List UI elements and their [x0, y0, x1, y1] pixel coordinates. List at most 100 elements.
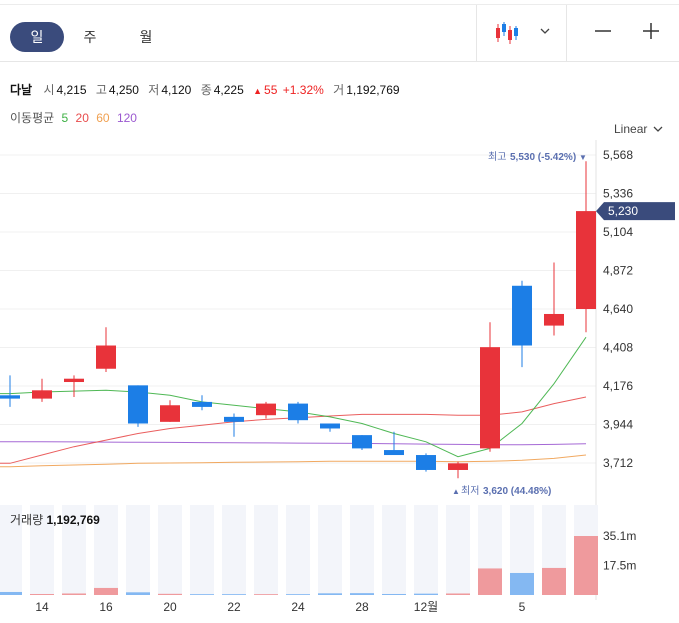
x-tick-label: 22: [227, 600, 241, 614]
volume-bar: [0, 591, 22, 595]
volume-bar-bg: [190, 505, 214, 595]
candle-body: [416, 455, 436, 470]
volume-bar: [446, 593, 470, 595]
current-price-tag: [596, 202, 675, 221]
ma5-line: [0, 336, 587, 458]
ma60-line: [0, 454, 587, 468]
price-tick-label: 5,336: [603, 187, 633, 201]
candle-body: [480, 347, 500, 449]
ma-label: 이동평균: [10, 111, 55, 125]
ma-20[interactable]: 20: [75, 111, 89, 125]
price-tick-label: 5,568: [603, 148, 633, 162]
volume-bar-bg: [414, 505, 438, 595]
price-tick-label: 3,944: [603, 418, 633, 432]
price-tick-label: 4,408: [603, 341, 633, 355]
volume-bar: [62, 593, 86, 595]
volume-bar-bg: [158, 505, 182, 595]
volume-bar-bg: [446, 505, 470, 595]
volume-panel-value: 1,192,769: [46, 513, 100, 527]
volume-bar-bg: [286, 505, 310, 595]
volume-tick-label: 17.5m: [603, 559, 636, 573]
max-price-value: 5,530 (-5.42%): [510, 152, 576, 163]
volume-bar: [126, 592, 150, 595]
price-tick-label: 4,640: [603, 302, 633, 316]
volume-bar-bg: [222, 505, 246, 595]
change-percent: +1.32%: [282, 83, 324, 97]
zoom-out-button[interactable]: [588, 16, 618, 46]
candle-body: [352, 435, 372, 449]
toolbar-divider: [476, 5, 477, 62]
tab-daily[interactable]: 일: [10, 22, 64, 52]
quote-summary: 다날 시 4,215 고 4,250 저 4,120 종 4,225 ▲ 55 +1.32…: [10, 81, 406, 98]
ma-60[interactable]: 60: [96, 111, 110, 125]
x-tick-label: 14: [35, 600, 49, 614]
volume-bar-bg: [318, 505, 342, 595]
x-tick-label: 20: [163, 600, 177, 614]
x-tick-label: 16: [99, 600, 113, 614]
volume-bar-bg: [0, 505, 22, 595]
min-price-label: 최저: [461, 485, 479, 497]
volume-bar: [254, 594, 278, 595]
volume-bar: [94, 587, 118, 595]
volume-panel-title: 거래량: [10, 513, 44, 527]
zoom-in-button[interactable]: [636, 16, 666, 46]
volume-bar: [190, 594, 214, 595]
candle-body: [128, 385, 148, 424]
tab-weekly[interactable]: 주: [83, 29, 97, 45]
volume-bar: [318, 593, 342, 595]
candle-body: [512, 285, 532, 346]
change-value: 55: [264, 83, 278, 97]
candle-body: [576, 211, 596, 309]
volume-bar: [478, 568, 502, 595]
current-price-label: 5,230: [608, 204, 638, 218]
candle-body: [224, 416, 244, 422]
chevron-down-icon[interactable]: [540, 24, 550, 38]
scale-select[interactable]: Linear: [614, 122, 663, 136]
x-tick-label: 12월: [414, 600, 438, 614]
volume-panel-label: 거래량 1,192,769: [10, 511, 100, 528]
ma-5[interactable]: 5: [61, 111, 69, 125]
top-divider: [0, 4, 679, 5]
x-tick-label: 28: [355, 600, 369, 614]
toolbar-divider: [566, 5, 567, 62]
volume-bar: [382, 593, 406, 595]
candle-body: [160, 405, 180, 422]
candlestick-icon[interactable]: [494, 20, 522, 46]
volume-bar-bg: [30, 505, 54, 595]
price-tick-label: 3,712: [603, 456, 633, 470]
volume-bar-bg: [62, 505, 86, 595]
volume-bar: [158, 593, 182, 595]
volume-bar: [414, 593, 438, 595]
x-tick-label: 24: [291, 600, 305, 614]
close-value: 4,225: [213, 83, 244, 97]
volume-bar: [286, 594, 310, 595]
volume-bar-bg: [94, 505, 118, 595]
volume-bar: [222, 594, 246, 595]
candle-body: [544, 313, 564, 326]
ma-120[interactable]: 120: [116, 111, 137, 125]
volume-tick-label: 35.1m: [603, 529, 636, 543]
high-value: 4,250: [108, 83, 139, 97]
price-tick-label: 4,176: [603, 379, 633, 393]
price-tick-label: 4,872: [603, 264, 633, 278]
candle-body: [288, 403, 308, 421]
open-value: 4,215: [56, 83, 87, 97]
candle-body: [96, 345, 116, 369]
stock-name: 다날: [10, 83, 33, 97]
candle-body: [256, 403, 276, 416]
x-tick-label: 5: [519, 600, 526, 614]
candle-body: [64, 378, 84, 383]
volume-bar: [542, 567, 566, 595]
candle-body: [0, 395, 20, 399]
candle-body: [384, 450, 404, 456]
moving-average-legend: 이동평균 5 20 60 120: [10, 109, 141, 126]
volume-bar: [350, 593, 374, 595]
low-value: 4,120: [161, 83, 192, 97]
volume-bar-bg: [350, 505, 374, 595]
min-price-arrow: ▲: [452, 487, 460, 496]
min-price-value: 3,620 (44.48%): [483, 486, 551, 497]
close-label: 종: [200, 83, 212, 97]
tab-monthly[interactable]: 월: [139, 29, 153, 45]
top-toolbar: 일 주 월: [0, 0, 679, 62]
